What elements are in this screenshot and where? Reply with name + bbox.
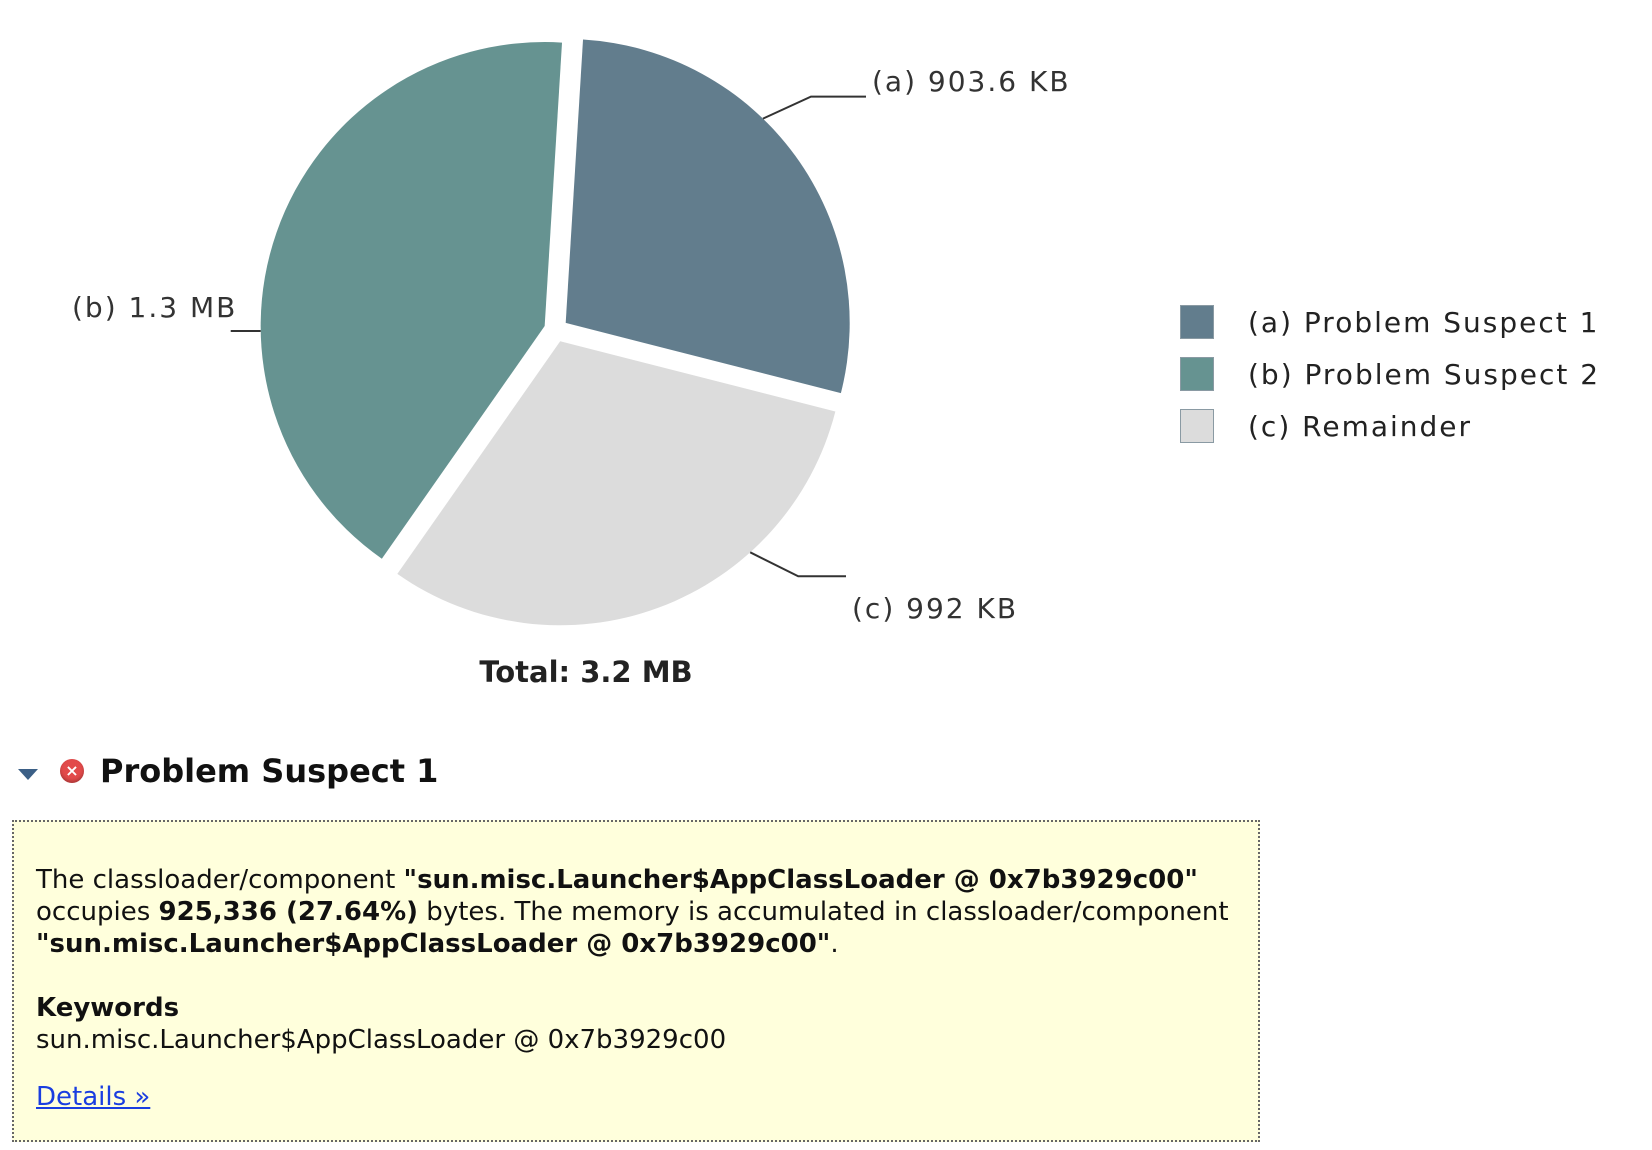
pie-slice-a <box>565 39 850 394</box>
legend-swatch-a <box>1180 305 1214 339</box>
desc-bytes: 925,336 (27.64%) <box>158 897 419 927</box>
collapse-toggle-icon[interactable] <box>18 768 38 780</box>
legend-label-a: (a) Problem Suspect 1 <box>1248 305 1600 339</box>
pie-slice-c <box>397 341 836 626</box>
suspect-details-panel: The classloader/component "sun.misc.Laun… <box>12 820 1260 1142</box>
slice-label-a: (a) 903.6 KB <box>872 65 1071 98</box>
legend-label-c: (c) Remainder <box>1248 409 1473 443</box>
suspect-title: Problem Suspect 1 <box>100 752 439 790</box>
error-icon: × <box>60 759 84 783</box>
slice-label-b: (b) 1.3 MB <box>72 291 237 324</box>
leader-line-c <box>749 551 846 578</box>
leader-line-a <box>762 95 866 120</box>
legend-item-b: (b) Problem Suspect 2 <box>1180 348 1600 400</box>
legend-label-b: (b) Problem Suspect 2 <box>1248 357 1601 391</box>
desc-text-2: occupies <box>36 897 159 927</box>
legend-swatch-c <box>1180 409 1214 443</box>
slice-label-c: (c) 992 KB <box>852 592 1018 625</box>
legend-item-c: (c) Remainder <box>1180 400 1600 452</box>
suspect-header: × Problem Suspect 1 <box>18 752 438 790</box>
desc-text-4: . <box>830 929 839 959</box>
desc-text-1: The classloader/component <box>36 865 404 895</box>
details-link[interactable]: Details » <box>36 1082 151 1112</box>
legend-swatch-b <box>1180 357 1214 391</box>
chart-total-label: Total: 3.2 MB <box>479 655 692 689</box>
pie-chart: (a) 903.6 KB (b) 1.3 MB (c) 992 KB Total… <box>72 39 1071 689</box>
desc-classloader-2: "sun.misc.Launcher$AppClassLoader @ 0x7b… <box>36 929 831 959</box>
keywords-value: sun.misc.Launcher$AppClassLoader @ 0x7b3… <box>36 1025 727 1055</box>
legend-item-a: (a) Problem Suspect 1 <box>1180 296 1600 348</box>
desc-classloader-1: "sun.misc.Launcher$AppClassLoader @ 0x7b… <box>403 865 1198 895</box>
suspect-description: The classloader/component "sun.misc.Laun… <box>36 864 1238 960</box>
desc-text-3: bytes. The memory is accumulated in clas… <box>418 897 1229 927</box>
pie-slice-b <box>260 42 563 559</box>
chart-legend: (a) Problem Suspect 1 (b) Problem Suspec… <box>1180 296 1600 452</box>
keywords-heading: Keywords <box>36 993 180 1023</box>
